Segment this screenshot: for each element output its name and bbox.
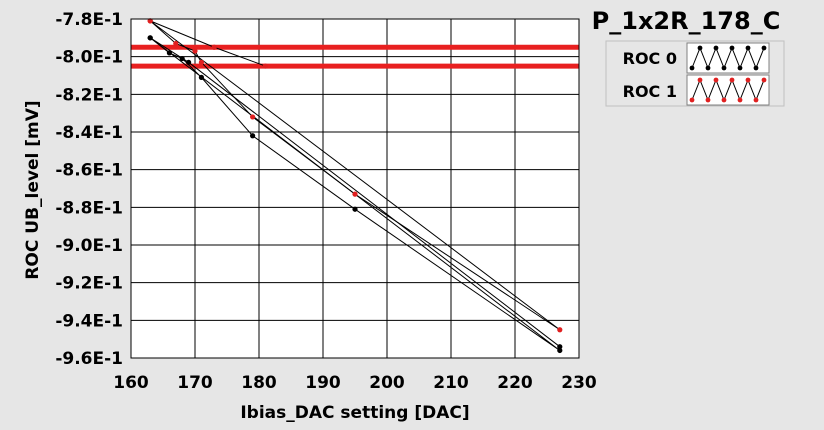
data-point-roc0 xyxy=(557,347,563,354)
y-tick-label: -9.2E-1 xyxy=(55,274,123,294)
series-layer xyxy=(147,18,563,354)
data-point-roc0 xyxy=(557,344,563,350)
legend-sample-roc0 xyxy=(686,42,770,74)
legend-sample-marker xyxy=(737,65,743,71)
x-tick-label: 200 xyxy=(369,373,405,393)
legend-sample-marker xyxy=(713,45,719,51)
data-point-roc1 xyxy=(192,48,198,54)
x-tick-label: 160 xyxy=(113,373,149,393)
legend-sample-marker xyxy=(737,97,743,103)
legend-sample-marker xyxy=(721,97,727,103)
x-tick-label: 210 xyxy=(433,373,469,393)
x-tick-label: 220 xyxy=(497,373,533,393)
y-tick-label: -9.6E-1 xyxy=(55,349,123,369)
data-point-roc0 xyxy=(250,133,256,139)
series-line-roc1 xyxy=(149,20,561,331)
x-tick-label: 180 xyxy=(241,373,277,393)
data-point-roc1 xyxy=(250,114,256,120)
legend-sample-roc1 xyxy=(686,74,770,106)
x-tick-label: 230 xyxy=(561,373,597,393)
data-point-roc1 xyxy=(198,59,204,65)
x-tick-label: 170 xyxy=(177,373,213,393)
data-point-roc1 xyxy=(557,327,563,333)
legend-sample-marker xyxy=(761,77,767,83)
y-tick-labels: -7.8E-1 -8.0E-1 -8.2E-1 -8.4E-1 -8.6E-1 -8.8E… xyxy=(55,10,123,369)
legend-sample-marker xyxy=(697,45,703,51)
legend-label-roc0: ROC 0 xyxy=(623,49,677,68)
legend-sample-marker xyxy=(689,65,695,71)
legend-sample-marker xyxy=(753,65,759,71)
reference-lines xyxy=(131,44,579,69)
y-tick-label: -8.4E-1 xyxy=(55,123,123,143)
x-axis-title: Ibias_DAC setting [DAC] xyxy=(240,403,469,423)
data-point-roc1 xyxy=(147,18,153,24)
legend-sample-marker xyxy=(705,97,711,103)
legend-sample-line xyxy=(691,78,765,102)
data-point-roc1 xyxy=(352,191,358,197)
y-axis-title: ROC UB_level [mV] xyxy=(23,100,43,279)
legend-sample-marker xyxy=(729,45,735,51)
chart-title: P_1x2R_178_C xyxy=(592,7,781,35)
legend-sample-marker xyxy=(745,77,751,83)
y-tick-label: -8.0E-1 xyxy=(55,48,123,68)
legend-label-roc1: ROC 1 xyxy=(623,82,677,101)
x-tick-label: 190 xyxy=(305,373,341,393)
series-line-roc0 xyxy=(149,37,561,351)
legend-sample-marker xyxy=(729,77,735,83)
legend-sample-line xyxy=(691,46,765,70)
data-point-roc0 xyxy=(186,59,192,65)
data-point-roc0 xyxy=(166,50,172,56)
legend-sample-marker xyxy=(753,97,759,103)
legend-sample-marker xyxy=(761,45,767,51)
y-tick-label: -8.8E-1 xyxy=(55,198,123,218)
legend-sample-marker xyxy=(697,77,703,83)
y-tick-label: -8.2E-1 xyxy=(55,85,123,105)
data-point-roc1 xyxy=(173,40,179,47)
legend-sample-marker xyxy=(705,65,711,71)
legend-sample-marker xyxy=(721,65,727,71)
data-point-roc1 xyxy=(262,63,268,69)
legend-sample-marker xyxy=(713,77,719,83)
y-tick-label: -9.0E-1 xyxy=(55,236,123,256)
legend-sample-marker xyxy=(745,45,751,51)
legend: ROC 0 ROC 1 xyxy=(605,40,785,107)
x-tick-labels: 160 170 180 190 200 210 220 230 xyxy=(113,373,597,393)
data-point-roc0 xyxy=(179,55,185,62)
data-point-roc0 xyxy=(147,35,153,41)
y-tick-label: -7.8E-1 xyxy=(55,10,123,30)
y-tick-label: -8.6E-1 xyxy=(55,161,123,181)
y-tick-label: -9.4E-1 xyxy=(55,311,123,331)
legend-sample-marker xyxy=(689,97,695,103)
plot-frame xyxy=(130,18,580,359)
data-point-roc0 xyxy=(352,206,358,212)
data-point-roc1 xyxy=(211,44,217,50)
data-point-roc0 xyxy=(198,74,204,80)
